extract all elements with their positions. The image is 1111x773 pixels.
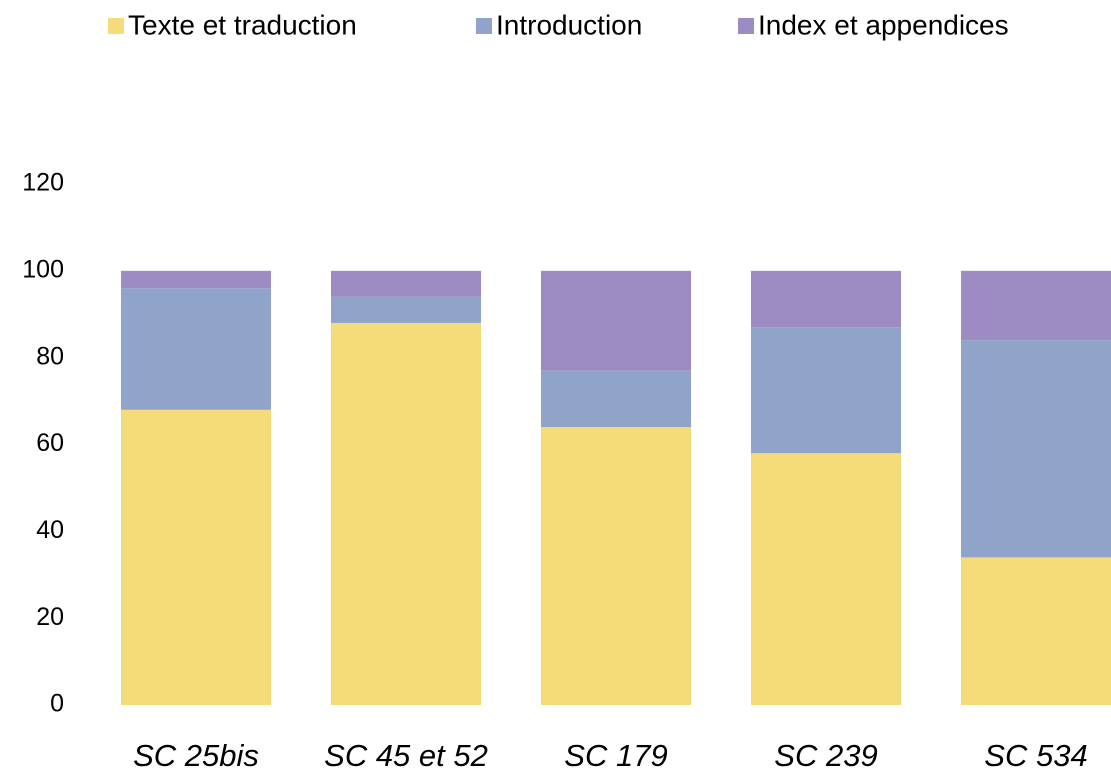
bar-segment (751, 270, 901, 328)
x-tick-label: SC 45 et 52 (324, 738, 488, 773)
y-tick-label: 20 (36, 603, 64, 631)
bar-segment (121, 288, 271, 410)
legend-label: Introduction (496, 9, 642, 40)
bar-segment (961, 557, 1111, 705)
legend-swatch (476, 18, 492, 34)
bar-segment (541, 270, 691, 371)
x-tick-label: SC 25bis (133, 738, 259, 773)
bar-segment (121, 409, 271, 705)
bar-segment (331, 296, 481, 323)
bar-segment (751, 327, 901, 454)
bar-segment (121, 270, 271, 289)
x-tick-label: SC 179 (564, 738, 667, 773)
y-tick-label: 40 (36, 516, 64, 544)
bar-segment (751, 453, 901, 705)
x-tick-label: SC 239 (774, 738, 877, 773)
bar-segment (331, 270, 481, 297)
y-tick-label: 60 (36, 429, 64, 457)
y-tick-label: 80 (36, 342, 64, 370)
bar-segment (331, 322, 481, 705)
legend-label: Index et appendices (758, 9, 1009, 40)
legend-swatch (108, 18, 124, 34)
y-tick-label: 0 (50, 690, 64, 718)
bar-segment (541, 427, 691, 705)
y-tick-label: 120 (22, 169, 64, 197)
bar-segment (961, 340, 1111, 558)
bar-segment (961, 270, 1111, 341)
bar-segment (541, 370, 691, 428)
y-tick-label: 100 (22, 255, 64, 283)
x-tick-label: SC 534 (984, 738, 1087, 773)
legend-swatch (738, 18, 754, 34)
legend-label: Texte et traduction (128, 9, 357, 40)
